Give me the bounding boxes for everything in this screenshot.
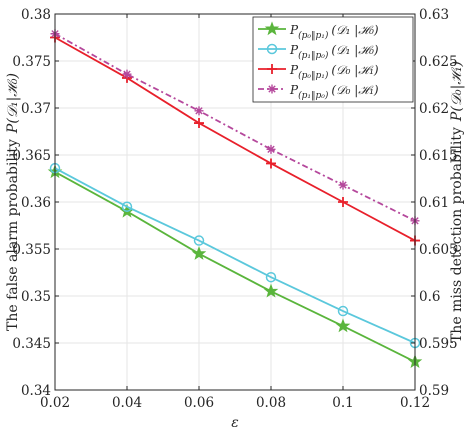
data-point bbox=[194, 118, 204, 129]
y-tick-label-left: 0.345 bbox=[12, 336, 51, 352]
y-axis-label-right-text: The miss detection probability bbox=[449, 127, 465, 343]
legend-swatch-marker bbox=[267, 64, 277, 74]
legend-label: P(p₁‖p₀) (𝒟₀ |ℋ₁) bbox=[289, 83, 379, 101]
y-tick-label-left: 0.36 bbox=[21, 195, 51, 211]
y-tick-label-right: 0.59 bbox=[419, 383, 449, 399]
x-tick-label: 0.06 bbox=[184, 395, 214, 411]
y-tick-label-left: 0.355 bbox=[12, 242, 51, 258]
data-point bbox=[121, 201, 133, 212]
y-tick-label-right: 0.605 bbox=[419, 242, 458, 258]
y-tick-label-left: 0.375 bbox=[12, 54, 51, 70]
x-tick-label: 0.02 bbox=[40, 395, 70, 411]
y-axis-label-right: The miss detection probability P(𝒟₀|ℋ₁) bbox=[449, 61, 465, 343]
legend-label: P(p₀‖p₁) (𝒟₁ |ℋ₀) bbox=[289, 23, 379, 41]
series-line bbox=[54, 171, 416, 363]
data-point bbox=[193, 235, 205, 246]
legend-swatch-marker bbox=[266, 43, 278, 55]
legend-label: P(p₀‖p₁) (𝒟₀ |ℋ₁) bbox=[289, 63, 379, 81]
axis-ticks: 0.02 0.04 0.06 0.08 0.1 0.12 0.34 0.345 0.35 0.35… bbox=[12, 7, 457, 411]
data-point bbox=[191, 246, 207, 260]
y-axis-label-right-math: P(𝒟₀|ℋ₁) bbox=[449, 61, 465, 122]
legend-item: P(p₁‖p₀) (𝒟₁ |ℋ₀) bbox=[258, 43, 379, 61]
y-tick-label-right: 0.62 bbox=[419, 101, 449, 117]
y-tick-label-right: 0.6 bbox=[419, 289, 440, 305]
y-tick-label-left: 0.34 bbox=[21, 383, 51, 399]
legend-item: P(p₀‖p₁) (𝒟₁ |ℋ₀) bbox=[258, 21, 379, 41]
x-tick-label: 0.04 bbox=[112, 395, 142, 411]
data-point bbox=[122, 69, 132, 79]
y-tick-label-right: 0.61 bbox=[419, 195, 449, 211]
x-axis-label: ε bbox=[231, 415, 239, 431]
legend-box bbox=[252, 16, 414, 103]
data-point bbox=[266, 158, 276, 169]
y-axis-label-left-math: P(𝒟₁|ℋ₀) bbox=[5, 73, 21, 134]
y-tick-label-right: 0.63 bbox=[419, 7, 449, 23]
x-tick-label: 0.12 bbox=[400, 395, 430, 411]
x-tick-label: 0.1 bbox=[332, 395, 353, 411]
series-line bbox=[54, 36, 416, 242]
data-point bbox=[337, 305, 349, 317]
data-point bbox=[338, 180, 348, 190]
y-tick-label-left: 0.37 bbox=[21, 101, 51, 117]
series-2 bbox=[49, 162, 421, 349]
y-axis-label-left-text: The false alarm probability bbox=[5, 139, 21, 331]
legend-item: P(p₁‖p₀) (𝒟₀ |ℋ₁) bbox=[258, 83, 379, 101]
legend-swatch-marker bbox=[267, 84, 277, 94]
y-tick-label-left: 0.38 bbox=[21, 7, 51, 23]
series-line bbox=[54, 167, 416, 344]
data-point bbox=[265, 271, 277, 283]
data-point bbox=[266, 144, 276, 154]
y-tick-label-right: 0.595 bbox=[419, 336, 458, 352]
y-tick-label-right: 0.625 bbox=[419, 54, 458, 70]
y-tick-label-right: 0.615 bbox=[419, 148, 458, 164]
series-line bbox=[54, 32, 416, 222]
x-tick-label: 0.08 bbox=[256, 395, 286, 411]
y-tick-label-left: 0.35 bbox=[21, 289, 51, 305]
y-axis-label-left: The false alarm probability P(𝒟₁|ℋ₀) bbox=[5, 73, 21, 331]
legend-item: P(p₀‖p₁) (𝒟₀ |ℋ₁) bbox=[258, 63, 379, 81]
legend-label: P(p₁‖p₀) (𝒟₁ |ℋ₀) bbox=[289, 43, 379, 61]
legend-swatch-marker bbox=[264, 21, 280, 36]
y-tick-label-left: 0.365 bbox=[12, 148, 51, 164]
data-point bbox=[338, 197, 348, 207]
data-point bbox=[335, 318, 351, 333]
data-point bbox=[263, 283, 279, 298]
data-point bbox=[194, 106, 204, 116]
legend: P(p₀‖p₁) (𝒟₁ |ℋ₀) P(p₁‖p₀) (𝒟₁ |ℋ₀) P(p₀‖p₁)… bbox=[252, 16, 414, 103]
